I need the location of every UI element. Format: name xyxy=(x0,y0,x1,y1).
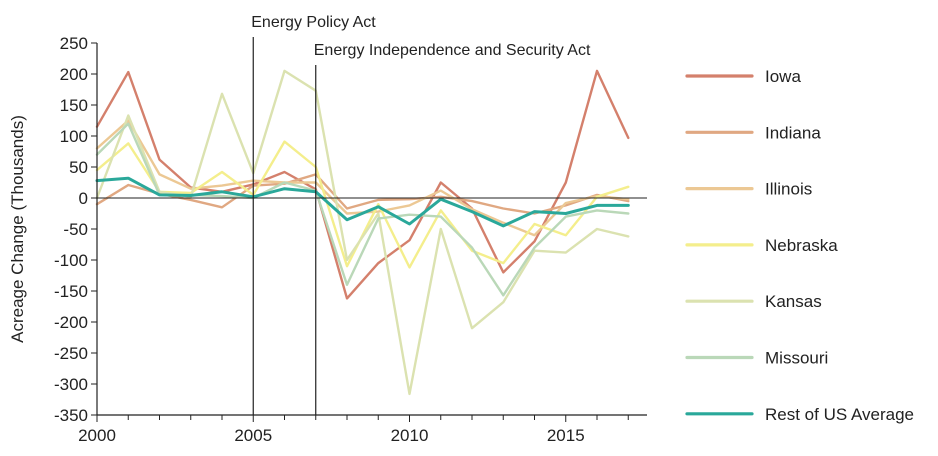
series-line-iowa xyxy=(95,69,630,300)
legend-label: Missouri xyxy=(765,349,828,368)
y-tick-label: 0 xyxy=(79,189,88,208)
x-tick-label: 2015 xyxy=(547,426,585,445)
legend-item: Indiana xyxy=(685,123,821,142)
y-tick-label: 200 xyxy=(60,65,88,84)
x-tick-label: 2010 xyxy=(391,426,429,445)
y-tick-label: 100 xyxy=(60,127,88,146)
legend-item: Missouri xyxy=(685,349,828,368)
legend-item: Kansas xyxy=(685,292,822,311)
x-tick-label: 2005 xyxy=(234,426,272,445)
legend-item: Rest of US Average xyxy=(685,405,914,424)
y-tick-label: -300 xyxy=(54,375,88,394)
legend-label: Indiana xyxy=(765,123,821,142)
axes-layer: 250 200 150 100 50 0 -50 -100 -150 -200 -250 -300 -3… xyxy=(8,34,647,445)
y-tick-label: -50 xyxy=(63,220,88,239)
y-tick-label: 250 xyxy=(60,34,88,53)
legend-item: Nebraska xyxy=(685,236,838,255)
x-tick-label: 2000 xyxy=(78,426,116,445)
annotation-label: Energy Independence and Security Act xyxy=(314,42,591,59)
series-line-rest-of-us-average xyxy=(95,176,630,228)
legend-label: Rest of US Average xyxy=(765,405,914,424)
legend-item: Illinois xyxy=(685,180,812,199)
y-tick-label: -200 xyxy=(54,313,88,332)
annotation-label: Energy Policy Act xyxy=(251,14,376,31)
legend-label: Nebraska xyxy=(765,236,838,255)
legend-item: Iowa xyxy=(685,67,801,86)
y-tick-label: 150 xyxy=(60,96,88,115)
y-tick-label: -150 xyxy=(54,282,88,301)
legend-label: Kansas xyxy=(765,292,822,311)
y-tick-label: -350 xyxy=(54,406,88,425)
series-layer xyxy=(95,69,630,396)
y-tick-label: 50 xyxy=(69,158,88,177)
y-tick-label: -250 xyxy=(54,344,88,363)
legend-label: Illinois xyxy=(765,180,812,199)
annotation-layer: Energy Policy Act Energy Independence and… xyxy=(251,14,591,415)
y-axis-title: Acreage Change (Thousands) xyxy=(8,115,27,343)
y-tick-label: -100 xyxy=(54,251,88,270)
legend: Iowa Indiana Illinois Nebraska Kansas Missour… xyxy=(685,67,914,424)
legend-label: Iowa xyxy=(765,67,801,86)
series-line-illinois xyxy=(95,119,630,237)
